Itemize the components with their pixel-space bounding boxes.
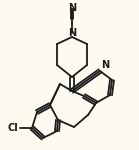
Text: Cl: Cl: [7, 123, 18, 133]
Text: N: N: [68, 3, 76, 13]
Text: N: N: [68, 28, 76, 38]
Text: N: N: [101, 60, 109, 70]
